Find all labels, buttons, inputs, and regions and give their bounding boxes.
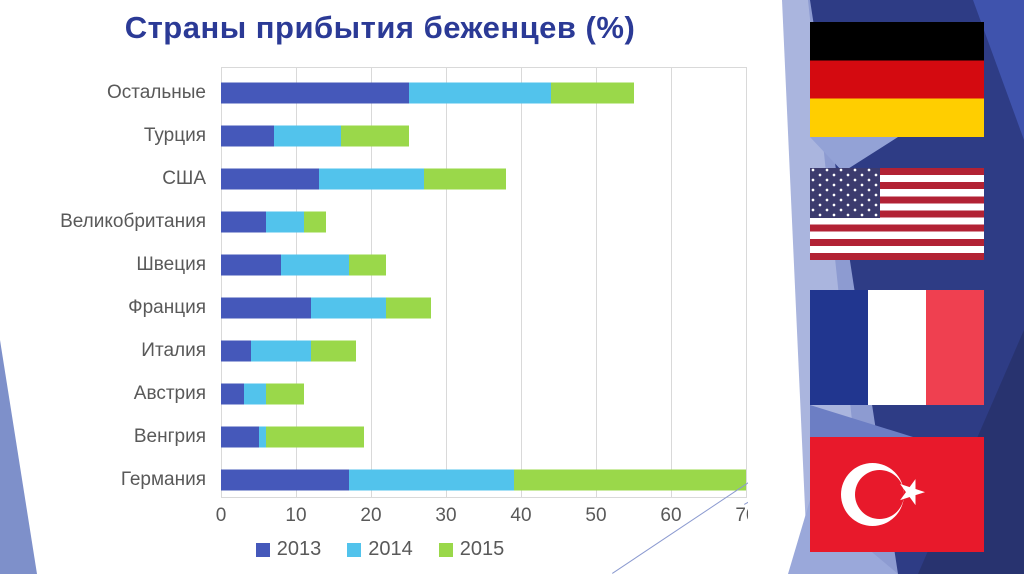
- bar-segment-2013: [221, 125, 274, 147]
- bar-segment-2014: [318, 168, 424, 190]
- bar-row: США: [0, 157, 746, 200]
- stacked-bar: [221, 383, 304, 405]
- category-label: Австрия: [133, 383, 206, 405]
- category-label: Остальные: [106, 81, 206, 103]
- bar-row: Италия: [0, 330, 746, 373]
- gridline-60: [671, 67, 672, 498]
- bar-segment-2015: [341, 125, 409, 147]
- bar-row: Турция: [0, 114, 746, 157]
- category-label: Италия: [141, 340, 206, 362]
- plot-area: [221, 67, 747, 498]
- france-flag-icon: [810, 290, 984, 405]
- gridline-70: [746, 67, 747, 498]
- bar-segment-2013: [221, 383, 244, 405]
- category-label: Швеция: [136, 253, 206, 275]
- bar-segment-2014: [251, 340, 311, 362]
- gridline-0: [221, 67, 222, 498]
- x-axis-ticks: 0 10 20 30 40 50 60 70: [216, 505, 757, 529]
- usa-flag-icon: [810, 168, 984, 260]
- x-axis-line: [221, 497, 746, 498]
- x-tick-label: 30: [435, 505, 457, 526]
- bar-segment-2014: [273, 125, 341, 147]
- chart-legend: 2013 2014 2015: [0, 538, 760, 561]
- stacked-bar: [221, 426, 364, 448]
- bar-row: Великобритания: [0, 200, 746, 243]
- bar-segment-2015: [311, 340, 356, 362]
- bar-segment-2013: [221, 82, 409, 104]
- germany-flag-icon: [810, 22, 984, 137]
- legend-item-2014: 2014: [347, 538, 413, 561]
- bar-segment-2013: [221, 254, 281, 276]
- category-label: Германия: [120, 469, 206, 491]
- bar-segment-2014: [408, 82, 551, 104]
- bar-segment-2013: [221, 340, 251, 362]
- turkey-flag-icon: ★: [810, 437, 984, 552]
- bar-segment-2013: [221, 469, 349, 491]
- bar-row: Венгрия: [0, 416, 746, 459]
- gridline-20: [371, 67, 372, 498]
- gridline-40: [521, 67, 522, 498]
- stacked-bar: [221, 82, 634, 104]
- stacked-bar: [221, 254, 386, 276]
- bar-segment-2013: [221, 168, 319, 190]
- crescent-cutout: [855, 470, 904, 519]
- stacked-bar: [221, 168, 506, 190]
- bar-segment-2014: [281, 254, 349, 276]
- bar-segment-2014: [348, 469, 514, 491]
- category-label: Франция: [128, 297, 206, 319]
- bar-row: Австрия: [0, 373, 746, 416]
- stacked-bar: [221, 211, 326, 233]
- bar-segment-2015: [266, 426, 364, 448]
- x-tick-label: 10: [285, 505, 307, 526]
- legend-label: 2015: [459, 538, 505, 560]
- x-tick-label: 60: [660, 505, 682, 526]
- legend-item-2013: 2013: [255, 538, 322, 561]
- legend-label: 2013: [276, 538, 322, 560]
- bar-segment-2014: [243, 383, 266, 405]
- bar-rows: Остальные Турция США Великобритания Швеция Фр…: [0, 67, 746, 498]
- gridline-50: [596, 67, 597, 498]
- category-label: США: [162, 167, 206, 189]
- bar-segment-2015: [348, 254, 386, 276]
- category-label: Турция: [143, 124, 206, 146]
- bar-segment-2015: [266, 383, 304, 405]
- x-tick-label: 50: [585, 505, 607, 526]
- gridline-30: [446, 67, 447, 498]
- stacked-bar: [221, 125, 409, 147]
- bar-segment-2015: [423, 168, 506, 190]
- stacked-bar: [221, 297, 431, 319]
- bar-row: Остальные: [0, 71, 746, 114]
- bar-segment-2013: [221, 297, 311, 319]
- bar-segment-2014: [258, 426, 266, 448]
- legend-swatch-icon: [255, 542, 270, 557]
- bar-segment-2015: [303, 211, 326, 233]
- x-tick-label: 0: [215, 505, 227, 526]
- bar-row: Германия: [0, 459, 746, 502]
- stacked-bar: [221, 340, 356, 362]
- bar-segment-2014: [266, 211, 304, 233]
- gridline-10: [296, 67, 297, 498]
- category-label: Венгрия: [133, 426, 206, 448]
- legend-label: 2014: [368, 538, 413, 560]
- bar-row: Швеция: [0, 243, 746, 286]
- bar-segment-2014: [311, 297, 386, 319]
- x-tick-label: 40: [510, 505, 532, 526]
- x-tick-label: 20: [360, 505, 382, 526]
- legend-item-2015: 2015: [438, 538, 505, 561]
- bar-segment-2013: [221, 211, 266, 233]
- bar-segment-2015: [513, 469, 746, 491]
- legend-swatch-icon: [347, 542, 362, 557]
- bar-row: Франция: [0, 287, 746, 330]
- bar-segment-2015: [551, 82, 634, 104]
- legend-swatch-icon: [438, 542, 453, 557]
- stacked-bar: [221, 469, 746, 491]
- bar-segment-2013: [221, 426, 259, 448]
- category-label: Великобритания: [60, 210, 206, 232]
- usa-flag-canton: [810, 168, 880, 218]
- bar-segment-2015: [386, 297, 431, 319]
- plot-top-border: [221, 67, 746, 68]
- chart-title: Страны прибытия беженцев (%): [124, 10, 636, 45]
